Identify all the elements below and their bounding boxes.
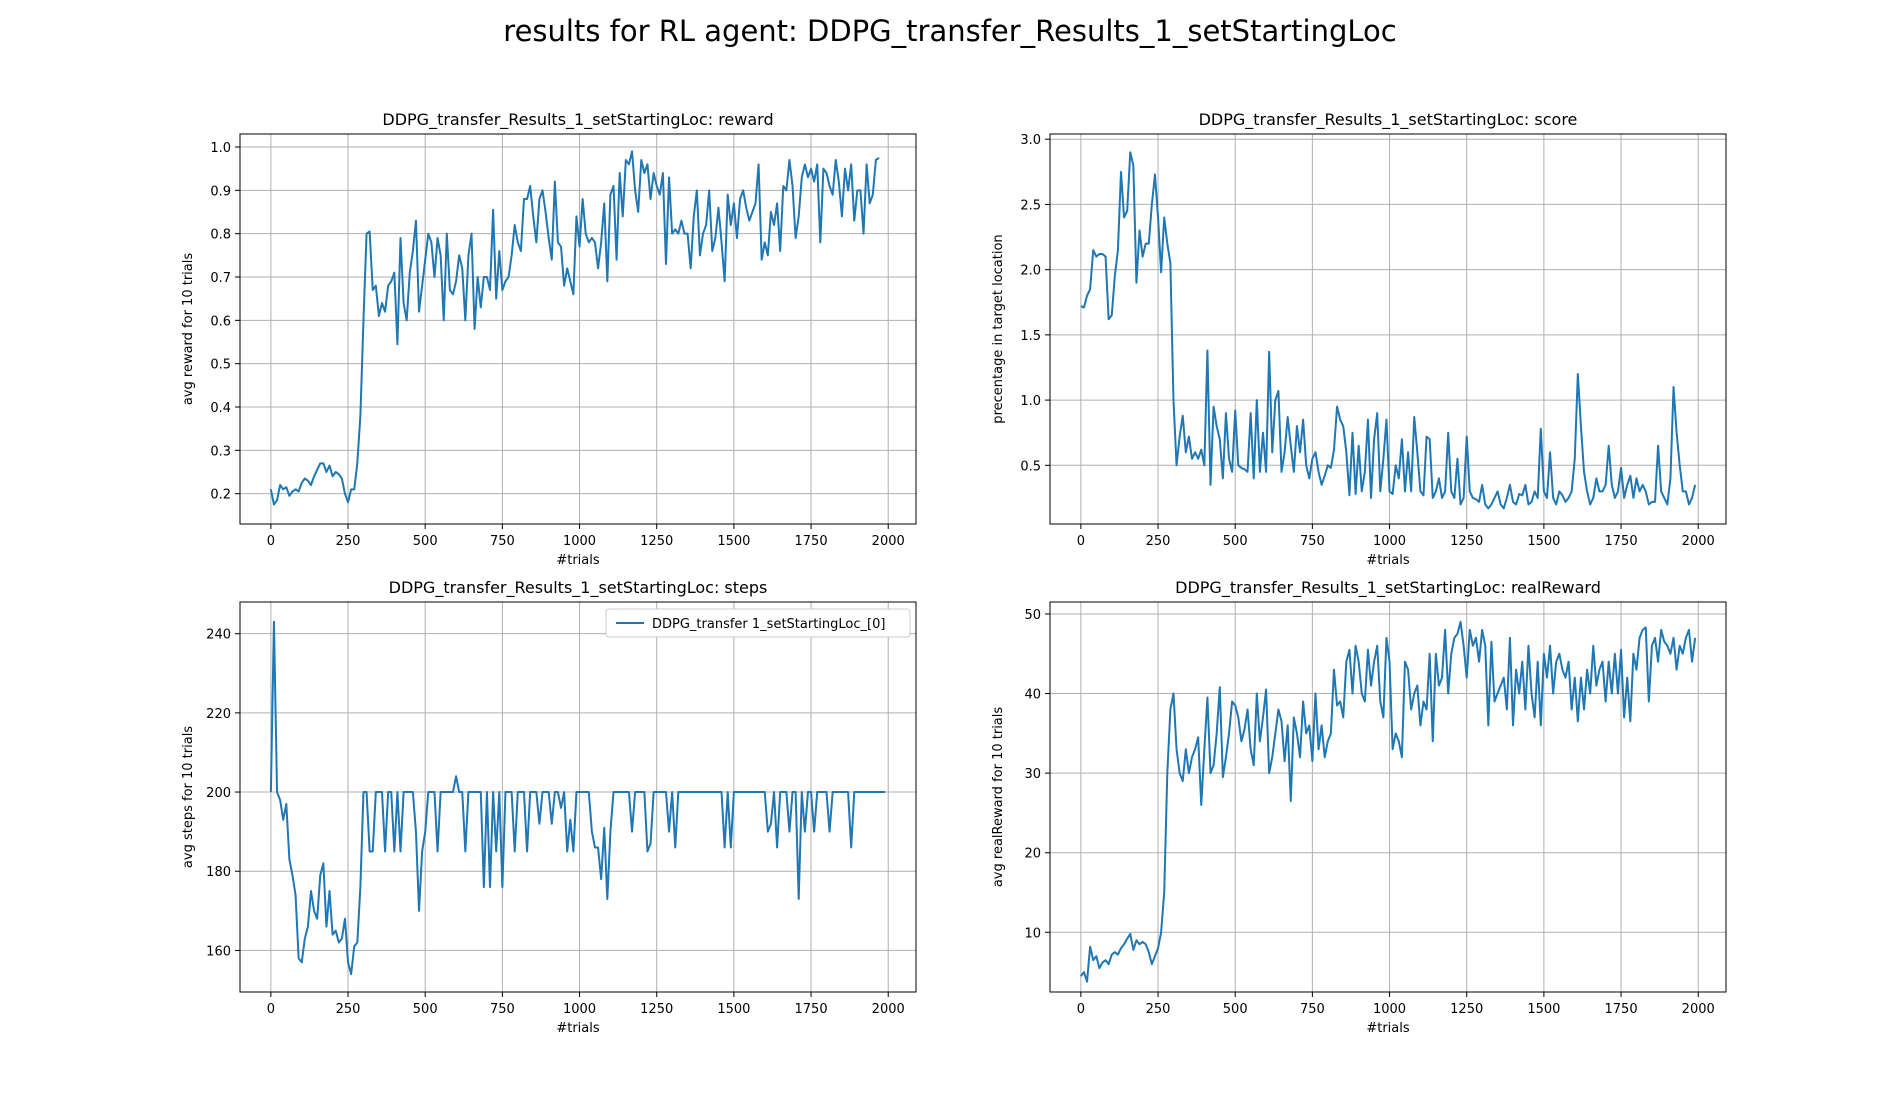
score-x-tick-label: 1500: [1527, 534, 1560, 549]
steps-x-tick-label: 1000: [563, 1002, 596, 1017]
reward-x-tick-label: 2000: [872, 534, 905, 549]
reward-x-axis-label: #trials: [556, 553, 600, 568]
reward-chart-title: DDPG_transfer_Results_1_setStartingLoc: …: [382, 110, 773, 130]
reward-y-tick-label: 0.7: [210, 271, 231, 286]
realReward-series-line: [1080, 620, 1697, 983]
realReward-y-axis-label: avg realReward for 10 trials: [991, 707, 1006, 888]
chart-realReward: 0 250 500 750 1000 1250 1500 1750 2000 10 20 30 40 50…: [991, 578, 1727, 1036]
reward-y-axis-label: avg reward for 10 trials: [181, 253, 196, 406]
score-x-tick-label: 0: [1077, 534, 1085, 549]
chart-steps: 0 250 500 750 1000 1250 1500 1750 2000 160 180 200 2…: [181, 578, 917, 1036]
reward-y-tick-label: 0.6: [210, 314, 231, 329]
score-y-tick-label: 2.5: [1020, 198, 1041, 213]
realReward-x-tick-label: 2000: [1682, 1002, 1715, 1017]
reward-y-tick-label: 0.2: [210, 488, 231, 503]
realReward-x-tick-label: 1250: [1450, 1002, 1483, 1017]
chart-score: 0 250 500 750 1000 1250 1500 1750 2000 0.5 1.0 1.5 2…: [991, 110, 1727, 568]
figure-suptitle: results for RL agent: DDPG_transfer_Resu…: [503, 14, 1397, 48]
steps-legend-entry: DDPG_transfer 1_setStartingLoc_[0]: [652, 617, 885, 632]
steps-plot-area: [240, 602, 916, 992]
steps-y-axis-label: avg steps for 10 trials: [181, 726, 196, 868]
realReward-y-tick-label: 20: [1024, 847, 1041, 862]
realReward-x-tick-label: 1000: [1373, 1002, 1406, 1017]
reward-y-tick-label: 0.9: [210, 184, 231, 199]
score-x-tick-label: 2000: [1682, 534, 1715, 549]
score-x-axis-label: #trials: [1366, 553, 1410, 568]
steps-x-tick-label: 1500: [717, 1002, 750, 1017]
score-x-tick-label: 1750: [1605, 534, 1638, 549]
reward-x-tick-label: 0: [267, 534, 275, 549]
realReward-y-tick-label: 40: [1024, 688, 1041, 703]
steps-y-tick-label: 220: [206, 707, 231, 722]
score-y-tick-label: 0.5: [1020, 459, 1041, 474]
reward-series-line: [269, 150, 880, 506]
reward-y-tick-label: 0.4: [210, 401, 231, 416]
score-y-tick-label: 1.5: [1020, 329, 1041, 344]
steps-x-tick-label: 1250: [640, 1002, 673, 1017]
reward-x-tick-label: 500: [413, 534, 438, 549]
realReward-y-tick-label: 30: [1024, 767, 1041, 782]
steps-series-line: [269, 620, 886, 976]
steps-chart-title: DDPG_transfer_Results_1_setStartingLoc: …: [389, 578, 768, 598]
score-y-axis-label: precentage in target location: [991, 234, 1006, 423]
realReward-x-tick-label: 250: [1146, 1002, 1171, 1017]
realReward-x-tick-label: 750: [1300, 1002, 1325, 1017]
reward-plot-area: [240, 134, 916, 524]
realReward-x-axis-label: #trials: [1366, 1021, 1410, 1036]
score-x-tick-label: 1000: [1373, 534, 1406, 549]
reward-x-tick-label: 1500: [717, 534, 750, 549]
steps-y-tick-label: 240: [206, 628, 231, 643]
reward-y-tick-label: 0.3: [210, 444, 231, 459]
reward-axes-frame: [239, 133, 917, 525]
steps-y-tick-label: 200: [206, 786, 231, 801]
steps-x-axis-label: #trials: [556, 1021, 600, 1036]
reward-y-tick-label: 0.8: [210, 228, 231, 243]
reward-x-tick-label: 1000: [563, 534, 596, 549]
realReward-axes-frame: [1049, 601, 1727, 993]
realReward-plot-area: [1050, 602, 1726, 992]
score-chart-title: DDPG_transfer_Results_1_setStartingLoc: …: [1199, 110, 1578, 130]
steps-y-tick-label: 160: [206, 944, 231, 959]
steps-x-tick-label: 2000: [872, 1002, 905, 1017]
reward-x-tick-label: 1750: [795, 534, 828, 549]
score-x-tick-label: 1250: [1450, 534, 1483, 549]
reward-x-tick-label: 250: [336, 534, 361, 549]
reward-y-tick-label: 0.5: [210, 358, 231, 373]
score-y-tick-label: 3.0: [1020, 133, 1041, 148]
score-series-line: [1080, 151, 1697, 510]
chart-reward: 0 250 500 750 1000 1250 1500 1750 2000 0.2 0.3 0.4 0…: [181, 110, 917, 568]
score-y-tick-label: 1.0: [1020, 394, 1041, 409]
steps-legend-box: [605, 608, 911, 638]
steps-axes-frame: [239, 601, 917, 993]
score-x-tick-label: 250: [1146, 534, 1171, 549]
steps-legend: DDPG_transfer 1_setStartingLoc_[0]: [605, 608, 911, 638]
steps-x-tick-label: 500: [413, 1002, 438, 1017]
score-x-tick-label: 500: [1223, 534, 1248, 549]
realReward-x-tick-label: 1750: [1605, 1002, 1638, 1017]
reward-x-tick-label: 1250: [640, 534, 673, 549]
realReward-x-tick-label: 1500: [1527, 1002, 1560, 1017]
score-y-tick-label: 2.0: [1020, 264, 1041, 279]
realReward-y-tick-label: 10: [1024, 926, 1041, 941]
steps-x-tick-label: 750: [490, 1002, 515, 1017]
realReward-x-tick-label: 500: [1223, 1002, 1248, 1017]
reward-y-tick-label: 1.0: [210, 141, 231, 156]
steps-x-tick-label: 250: [336, 1002, 361, 1017]
realReward-chart-title: DDPG_transfer_Results_1_setStartingLoc: …: [1175, 578, 1601, 598]
steps-x-tick-label: 0: [267, 1002, 275, 1017]
steps-x-tick-label: 1750: [795, 1002, 828, 1017]
realReward-x-tick-label: 0: [1077, 1002, 1085, 1017]
reward-x-tick-label: 750: [490, 534, 515, 549]
steps-y-tick-label: 180: [206, 865, 231, 880]
realReward-y-tick-label: 50: [1024, 608, 1041, 623]
score-axes-frame: [1049, 133, 1727, 525]
score-x-tick-label: 750: [1300, 534, 1325, 549]
